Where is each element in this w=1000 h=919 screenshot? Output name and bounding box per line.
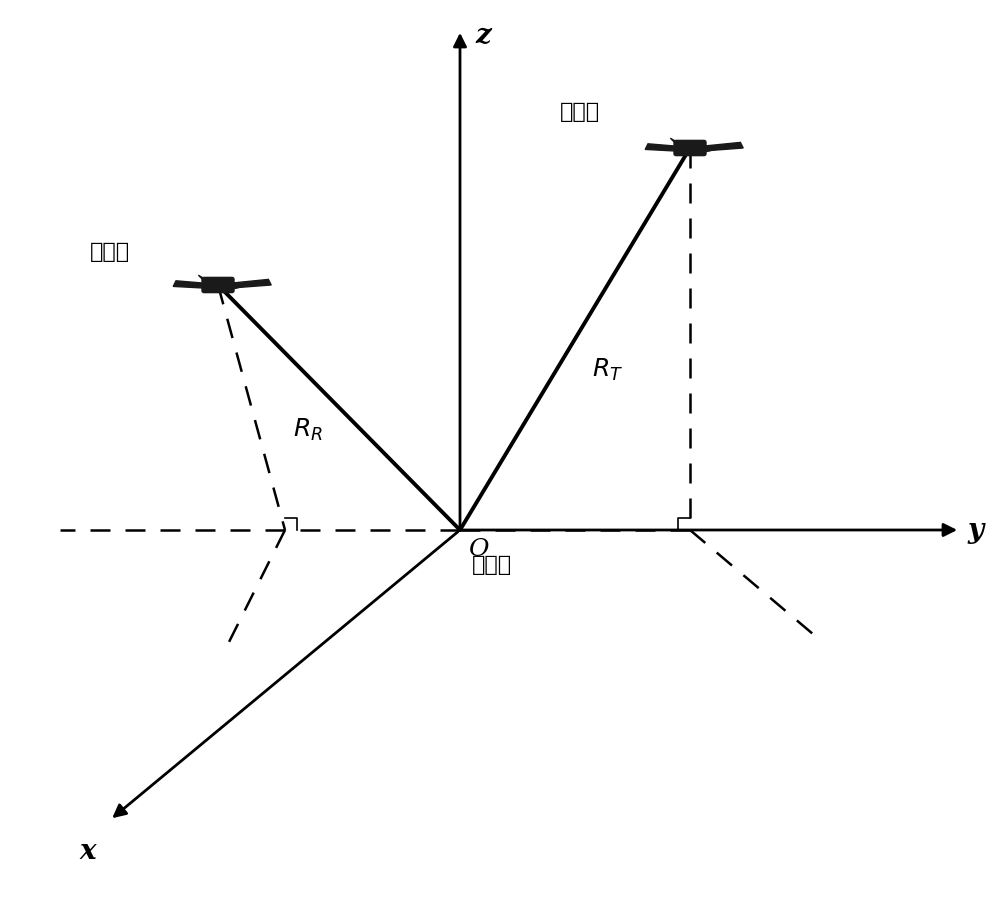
Text: y: y [968,516,984,543]
Text: 目标点: 目标点 [472,555,512,575]
Polygon shape [232,282,243,289]
Polygon shape [226,279,271,289]
Text: 发射站: 发射站 [560,102,600,122]
Polygon shape [173,281,210,289]
Text: x: x [80,838,96,865]
Polygon shape [704,145,715,153]
Polygon shape [670,138,684,147]
Text: $R_R$: $R_R$ [293,417,323,443]
Text: $R_T$: $R_T$ [592,357,624,383]
Text: 接收站: 接收站 [90,242,130,262]
FancyBboxPatch shape [674,141,706,155]
Text: z: z [475,22,491,49]
FancyBboxPatch shape [202,278,234,292]
Polygon shape [698,142,743,152]
Polygon shape [198,275,212,284]
Text: O: O [468,538,488,561]
Polygon shape [645,143,682,152]
